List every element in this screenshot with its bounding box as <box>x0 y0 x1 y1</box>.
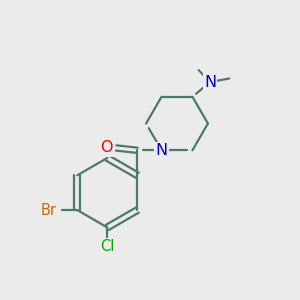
Text: N: N <box>155 143 168 158</box>
Text: Br: Br <box>40 202 57 217</box>
Text: O: O <box>100 140 113 155</box>
Text: Cl: Cl <box>100 239 115 254</box>
Text: N: N <box>155 143 168 158</box>
Text: N: N <box>204 74 216 89</box>
